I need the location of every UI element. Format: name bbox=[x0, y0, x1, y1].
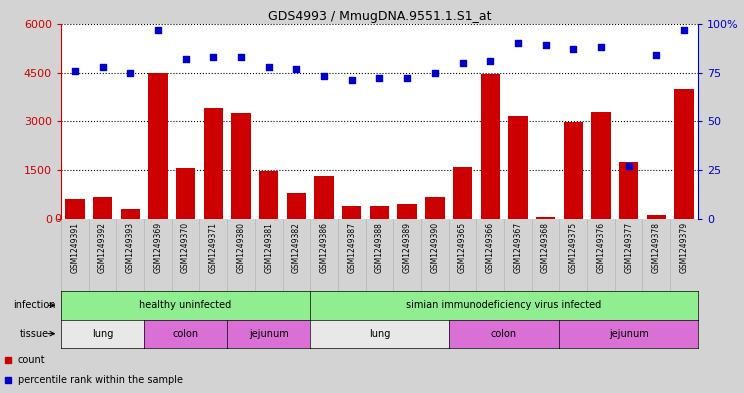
Point bbox=[69, 68, 81, 74]
Point bbox=[152, 27, 164, 33]
Text: GSM1249367: GSM1249367 bbox=[513, 222, 522, 273]
Bar bbox=[342, 206, 362, 219]
Bar bbox=[148, 73, 167, 219]
Text: GSM1249393: GSM1249393 bbox=[126, 222, 135, 273]
Text: GSM1249369: GSM1249369 bbox=[153, 222, 162, 273]
Bar bbox=[315, 176, 334, 219]
Point bbox=[235, 54, 247, 60]
Point bbox=[318, 73, 330, 80]
Text: GSM1249377: GSM1249377 bbox=[624, 222, 633, 273]
Point bbox=[650, 52, 662, 58]
Point bbox=[539, 42, 551, 48]
Text: GSM1249371: GSM1249371 bbox=[209, 222, 218, 273]
Point bbox=[373, 75, 385, 82]
Bar bbox=[453, 167, 472, 219]
Bar bbox=[647, 215, 666, 219]
Text: lung: lung bbox=[92, 329, 113, 339]
Text: simian immunodeficiency virus infected: simian immunodeficiency virus infected bbox=[406, 300, 602, 310]
Text: 0: 0 bbox=[54, 213, 61, 224]
Text: GSM1249392: GSM1249392 bbox=[98, 222, 107, 273]
Point bbox=[290, 66, 302, 72]
Point bbox=[595, 44, 607, 50]
Text: GSM1249380: GSM1249380 bbox=[237, 222, 246, 273]
Bar bbox=[204, 108, 223, 219]
Text: colon: colon bbox=[173, 329, 199, 339]
Point bbox=[457, 60, 469, 66]
Point bbox=[263, 64, 275, 70]
Bar bbox=[481, 74, 500, 219]
Text: lung: lung bbox=[369, 329, 390, 339]
Text: GSM1249391: GSM1249391 bbox=[71, 222, 80, 273]
Bar bbox=[591, 112, 611, 219]
Point bbox=[208, 54, 219, 60]
Point bbox=[678, 27, 690, 33]
Point bbox=[401, 75, 413, 82]
Bar bbox=[259, 171, 278, 219]
Text: GSM1249375: GSM1249375 bbox=[568, 222, 578, 273]
Bar bbox=[121, 209, 140, 219]
Bar bbox=[563, 122, 583, 219]
Bar bbox=[536, 217, 555, 219]
Text: jejunum: jejunum bbox=[248, 329, 289, 339]
Text: GSM1249386: GSM1249386 bbox=[320, 222, 329, 273]
Text: count: count bbox=[18, 355, 45, 365]
Bar bbox=[619, 162, 638, 219]
Text: percentile rank within the sample: percentile rank within the sample bbox=[18, 375, 183, 386]
Point bbox=[429, 70, 440, 76]
Bar bbox=[370, 206, 389, 219]
Text: tissue: tissue bbox=[20, 329, 49, 339]
Text: GSM1249388: GSM1249388 bbox=[375, 222, 384, 273]
Point bbox=[97, 64, 109, 70]
Text: infection: infection bbox=[13, 300, 56, 310]
Bar bbox=[231, 113, 251, 219]
Point bbox=[568, 46, 580, 52]
Text: GSM1249389: GSM1249389 bbox=[403, 222, 411, 273]
Bar bbox=[674, 89, 693, 219]
Point bbox=[346, 77, 358, 84]
Text: GSM1249368: GSM1249368 bbox=[541, 222, 550, 273]
Text: GSM1249376: GSM1249376 bbox=[597, 222, 606, 273]
Text: GSM1249379: GSM1249379 bbox=[679, 222, 688, 273]
Point bbox=[124, 70, 136, 76]
Text: GSM1249382: GSM1249382 bbox=[292, 222, 301, 273]
Bar bbox=[397, 204, 417, 219]
Text: colon: colon bbox=[491, 329, 517, 339]
Text: jejunum: jejunum bbox=[609, 329, 649, 339]
Bar bbox=[65, 199, 85, 219]
Text: GSM1249390: GSM1249390 bbox=[430, 222, 439, 273]
Text: healthy uninfected: healthy uninfected bbox=[139, 300, 231, 310]
Title: GDS4993 / MmugDNA.9551.1.S1_at: GDS4993 / MmugDNA.9551.1.S1_at bbox=[268, 10, 491, 23]
Bar bbox=[93, 197, 112, 219]
Text: GSM1249365: GSM1249365 bbox=[458, 222, 467, 273]
Bar bbox=[508, 116, 527, 219]
Text: GSM1249387: GSM1249387 bbox=[347, 222, 356, 273]
Text: GSM1249378: GSM1249378 bbox=[652, 222, 661, 273]
Point bbox=[179, 56, 191, 62]
Text: GSM1249370: GSM1249370 bbox=[181, 222, 190, 273]
Point bbox=[484, 58, 496, 64]
Point bbox=[623, 163, 635, 169]
Bar bbox=[286, 193, 306, 219]
Point bbox=[512, 40, 524, 46]
Text: GSM1249366: GSM1249366 bbox=[486, 222, 495, 273]
Bar bbox=[425, 197, 444, 219]
Bar bbox=[176, 168, 196, 219]
Text: GSM1249381: GSM1249381 bbox=[264, 222, 273, 273]
